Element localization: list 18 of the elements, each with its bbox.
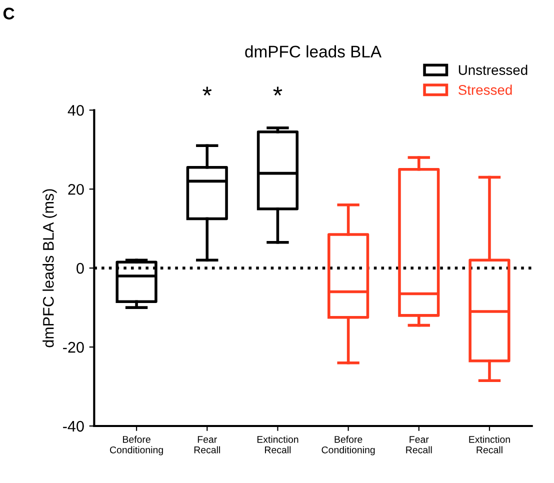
text: C (3, 8, 14, 20)
y-tick-label: 0 (76, 262, 84, 274)
text: * (273, 86, 282, 96)
y-tick-label: 20 (68, 184, 84, 195)
legend-label: Stressed (458, 84, 512, 95)
legend-label: Unstressed (458, 64, 528, 75)
y-axis-title: dmPFC leads BLA (ms) (42, 189, 57, 348)
text: * (202, 86, 212, 96)
chart-title: dmPFC leads BLA (245, 45, 382, 58)
x-tick-label: Extinction Recall (257, 436, 298, 454)
y-tick-label: -40 (63, 420, 84, 432)
y-tick-label: 40 (68, 104, 84, 116)
x-tick-label: Extinction Recall (469, 436, 510, 454)
x-tick-label: Fear Recall (194, 436, 220, 454)
x-tick-label: Fear Recall (406, 436, 432, 454)
x-tick-label: Before Conditioning (322, 436, 375, 456)
y-tick-label: -20 (63, 342, 84, 353)
x-tick-label: Before Conditioning (110, 436, 163, 456)
